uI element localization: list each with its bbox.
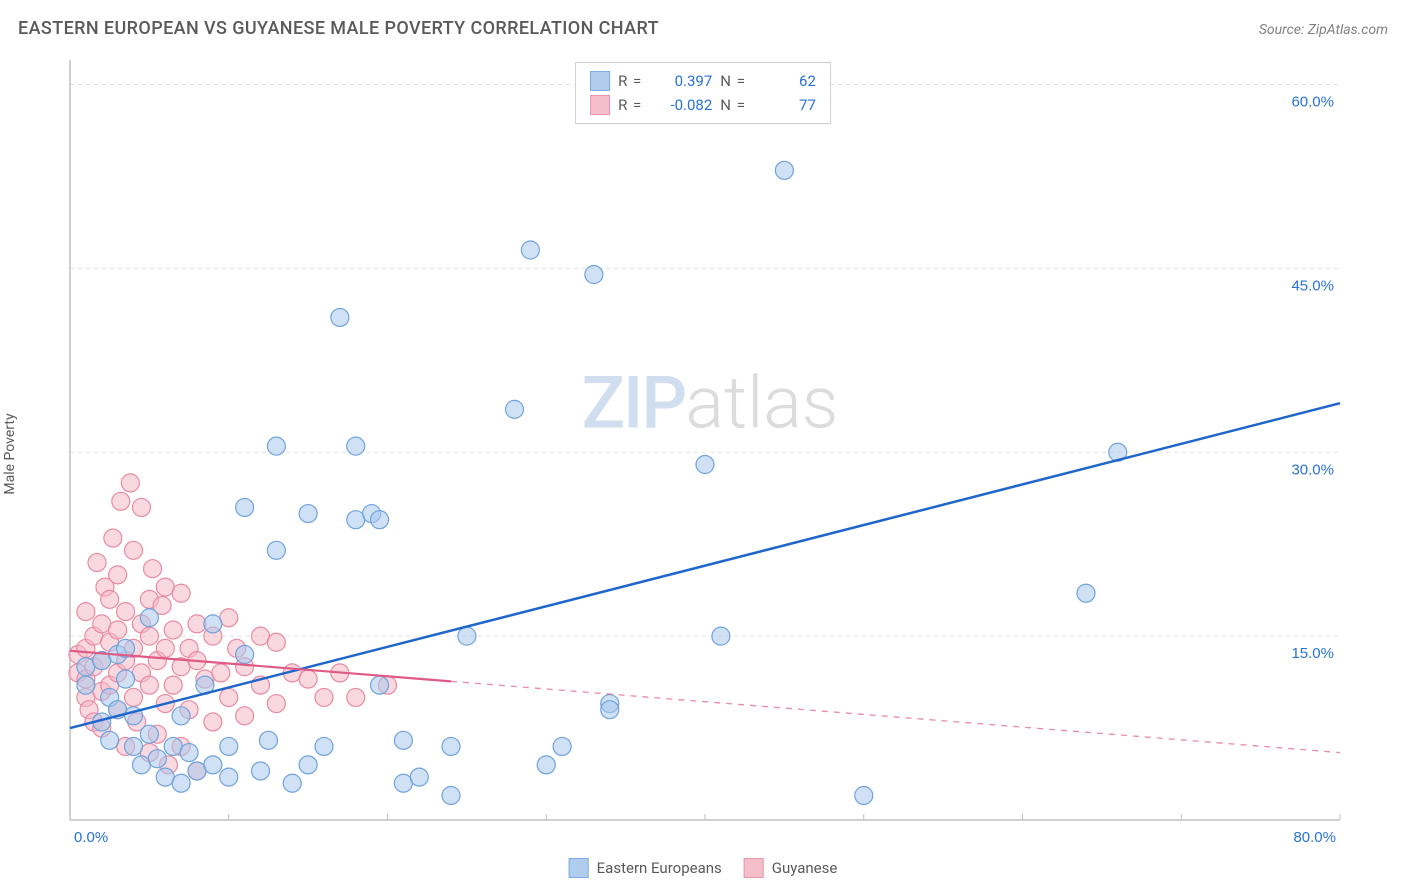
correlation-legend: R = 0.397 N = 62 R = -0.082 N = 77	[575, 62, 831, 124]
legend-r-label: R =	[618, 69, 642, 93]
source-attribution: Source: ZipAtlas.com	[1259, 22, 1388, 38]
chart-title: EASTERN EUROPEAN VS GUYANESE MALE POVERT…	[18, 18, 659, 39]
legend-swatch-guyanese	[590, 95, 610, 115]
legend-label-guyanese: Guyanese	[772, 859, 838, 877]
chart-area: ZIPatlas 15.0%30.0%45.0%60.0%0.0%80.0%	[50, 60, 1370, 840]
source-label: Source:	[1259, 22, 1304, 38]
legend-swatch-eastern	[569, 858, 589, 878]
legend-n-label: N =	[720, 69, 746, 93]
legend-r-value-guyanese: -0.082	[650, 93, 712, 117]
legend-n-value-eastern: 62	[754, 69, 816, 93]
legend-swatch-guyanese	[744, 858, 764, 878]
legend-n-label: N =	[720, 93, 746, 117]
svg-text:80.0%: 80.0%	[1293, 829, 1336, 846]
legend-row-eastern: R = 0.397 N = 62	[590, 69, 816, 93]
legend-r-value-eastern: 0.397	[650, 69, 712, 93]
svg-text:60.0%: 60.0%	[1291, 94, 1334, 111]
svg-text:15.0%: 15.0%	[1291, 645, 1334, 662]
source-value: ZipAtlas.com	[1308, 22, 1388, 38]
svg-text:45.0%: 45.0%	[1291, 277, 1334, 294]
y-axis-label: Male Poverty	[2, 413, 18, 494]
series-legend: Eastern Europeans Guyanese	[569, 858, 838, 878]
legend-n-value-guyanese: 77	[754, 93, 816, 117]
legend-item-eastern: Eastern Europeans	[569, 858, 722, 878]
legend-r-label: R =	[618, 93, 642, 117]
chart-header: EASTERN EUROPEAN VS GUYANESE MALE POVERT…	[18, 18, 1388, 39]
legend-row-guyanese: R = -0.082 N = 77	[590, 93, 816, 117]
legend-item-guyanese: Guyanese	[744, 858, 838, 878]
legend-label-eastern: Eastern Europeans	[597, 859, 722, 877]
svg-text:0.0%: 0.0%	[74, 829, 108, 846]
legend-swatch-eastern	[590, 71, 610, 91]
scatter-plot: 15.0% 30.0% 45.0% 60.0% 0.0% 80.0%	[50, 60, 1370, 850]
svg-text:30.0%: 30.0%	[1291, 461, 1334, 478]
